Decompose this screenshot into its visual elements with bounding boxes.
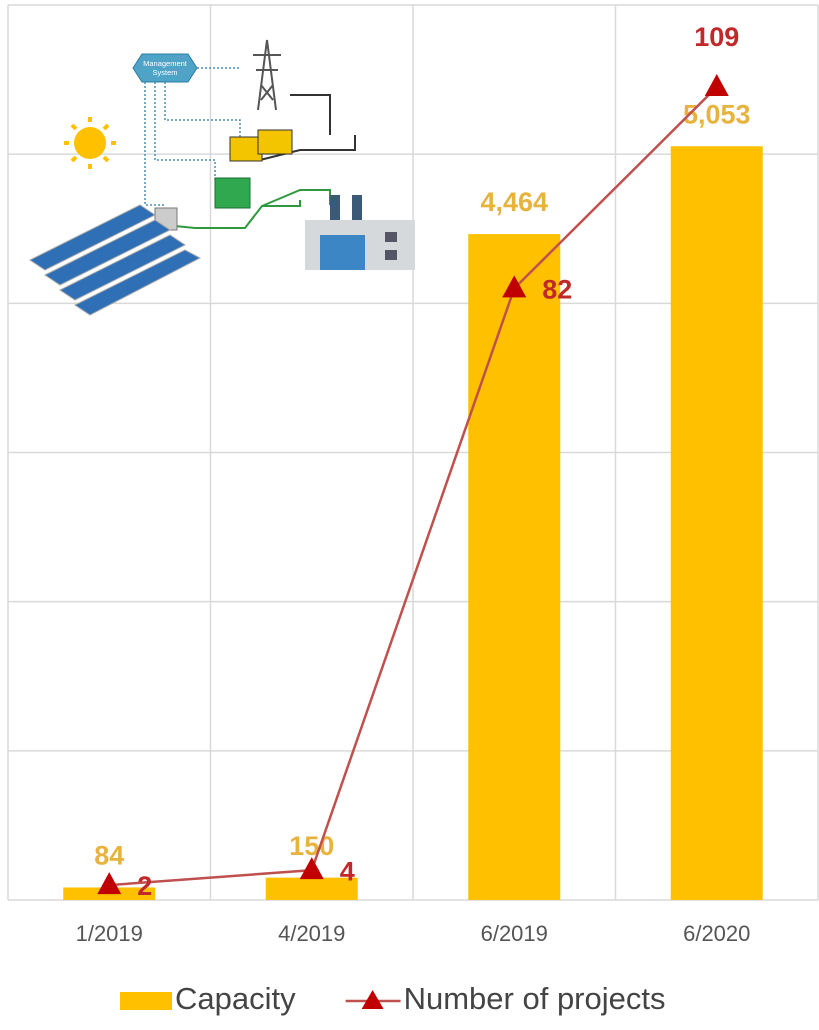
bar-value-label: 4,464 <box>480 187 548 217</box>
x-tick-label: 1/2019 <box>76 921 143 946</box>
bar-value-label: 84 <box>94 841 124 871</box>
legend-label: Number of projects <box>404 981 666 1016</box>
line-value-label: 2 <box>137 871 152 901</box>
legend: Capacity Number of projects <box>120 981 666 1016</box>
bar <box>468 234 561 900</box>
line-marker <box>502 275 527 298</box>
x-tick-label: 6/2020 <box>683 921 750 946</box>
solar-panels <box>29 204 202 316</box>
illustration-label: Management System <box>143 59 188 77</box>
bar <box>670 146 763 900</box>
line-marker <box>299 857 324 880</box>
generator <box>229 136 263 162</box>
line-marker <box>704 74 729 97</box>
battery <box>214 177 251 209</box>
bar-value-label: 150 <box>289 831 334 861</box>
x-tick-label: 6/2019 <box>481 921 548 946</box>
factory <box>305 195 415 270</box>
illustration: Management System <box>29 39 415 316</box>
legend-label: Capacity <box>175 981 296 1016</box>
sun-rays <box>64 117 116 169</box>
line-value-label: 4 <box>340 856 355 886</box>
line-value-label: 109 <box>694 22 739 52</box>
sun <box>74 127 106 159</box>
line-value-label: 82 <box>542 275 572 305</box>
x-tick-label: 4/2019 <box>278 921 345 946</box>
legend-marker <box>361 990 384 1009</box>
line-marker <box>97 872 122 895</box>
bar <box>265 877 358 900</box>
legend-swatch <box>120 992 172 1010</box>
plot-area: 1/2019 4/2019 6/2019 6/2020 84 150 4,464 5,053 2… <box>7 4 819 946</box>
bar-value-label: 5,053 <box>683 99 751 129</box>
generator <box>257 129 293 155</box>
power-line <box>259 94 356 161</box>
line <box>109 86 718 887</box>
tower <box>253 39 281 111</box>
signal-lines <box>144 67 241 206</box>
